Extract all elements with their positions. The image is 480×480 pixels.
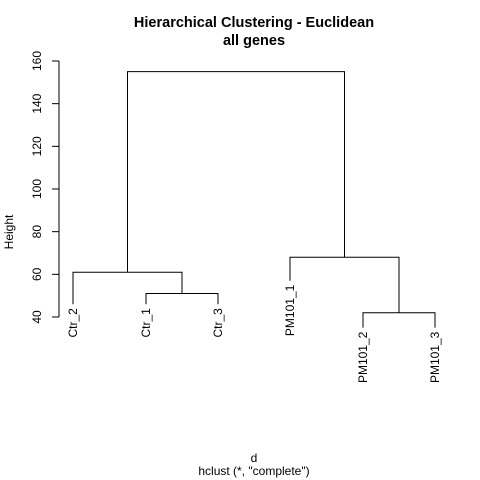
x-axis-label: d [251, 451, 258, 465]
dendrogram-link [145, 293, 219, 305]
y-tick-label: 40 [30, 310, 44, 324]
dendrogram-link [127, 71, 345, 273]
y-tick-label: 140 [30, 93, 44, 113]
dendrogram-link [362, 312, 436, 328]
dendrogram-link [72, 271, 183, 305]
y-tick-label: 160 [30, 51, 44, 71]
leaf-label: Ctr_2 [66, 308, 80, 338]
leaf-label: PM101_3 [428, 331, 442, 383]
y-tick-label: 100 [30, 179, 44, 199]
leaf-label: Ctr_3 [211, 308, 225, 338]
leaf-label: PM101_2 [356, 331, 370, 383]
chart-title: Hierarchical Clustering - Euclidean [134, 15, 374, 31]
y-tick-label: 80 [30, 225, 44, 239]
leaf-label: PM101_1 [283, 284, 297, 336]
y-tick-label: 120 [30, 136, 44, 156]
leaf-labels: Ctr_2 Ctr_1 Ctr_3 PM101_1 PM101_2 PM101_3 [66, 284, 442, 383]
chart-subtitle: all genes [223, 33, 285, 49]
leaf-label: Ctr_1 [139, 308, 153, 338]
dendrogram-links [72, 71, 436, 328]
y-axis-label: Height [2, 214, 16, 249]
dendrogram-link [289, 256, 400, 313]
y-axis-ticks: 40 60 80 100 120 140 160 [30, 51, 59, 324]
method-sublabel: hclust (*, "complete") [198, 464, 309, 478]
y-tick-label: 60 [30, 267, 44, 281]
